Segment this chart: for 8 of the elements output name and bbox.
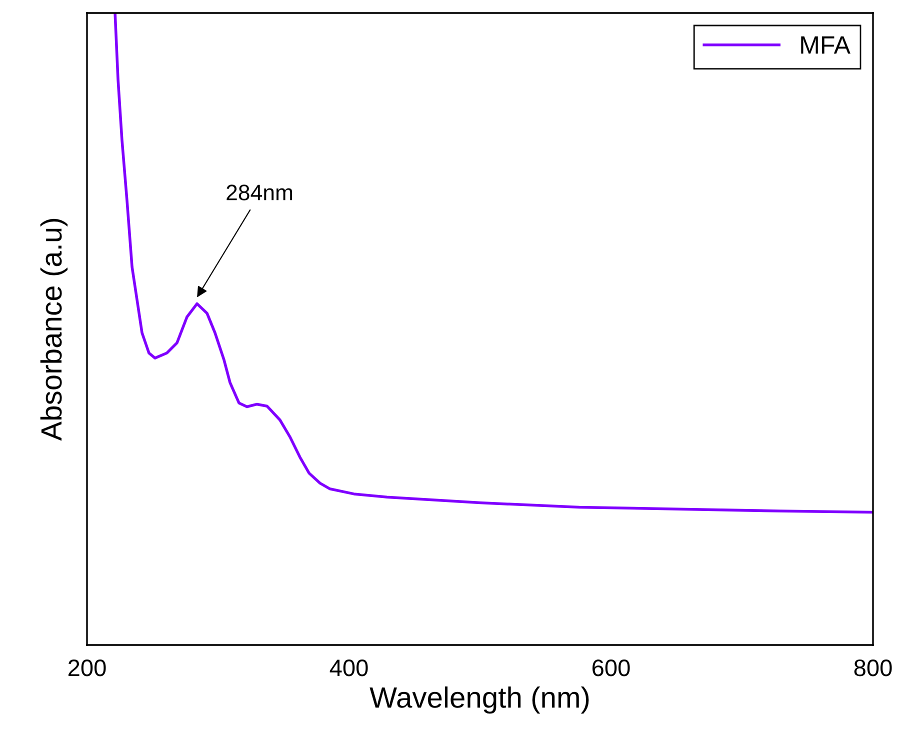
x-tick-label: 600 — [592, 660, 630, 676]
x-tick-label: 200 — [68, 660, 106, 676]
x-tick-label: 800 — [854, 660, 892, 676]
legend-label: MFA — [801, 36, 850, 54]
y-axis-title: Absorbance (a.u) — [40, 218, 68, 441]
x-axis-title: Wavelength (nm) — [370, 686, 589, 714]
x-tick-label: 400 — [330, 660, 368, 676]
annotation: 284nm — [226, 184, 292, 200]
